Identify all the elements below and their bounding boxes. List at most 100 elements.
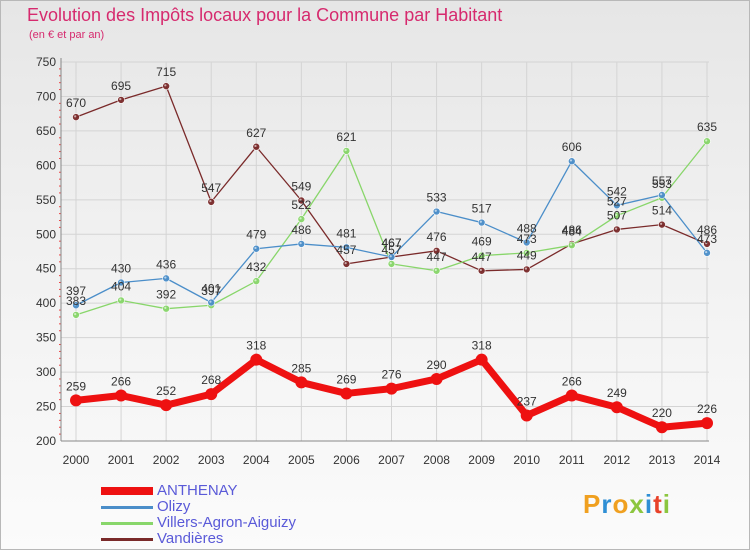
y-tick-label-600: 600 (36, 158, 56, 172)
data-point-highlight (389, 255, 392, 258)
data-point-highlight (569, 159, 573, 162)
data-label-anthenay-2009: 318 (472, 339, 492, 353)
data-point-vandi-res-2014 (703, 240, 711, 248)
data-label-vandi-res-2014: 486 (697, 223, 717, 237)
x-tick-label-2008: 2008 (423, 453, 450, 467)
legend-swatch-olizy (101, 506, 153, 509)
data-point-olizy-2005 (297, 240, 306, 248)
chart-subtitle: (en € et par an) (29, 29, 105, 41)
data-point-highlight (614, 203, 618, 206)
data-point-vandi-res-2012 (613, 225, 621, 234)
data-point-villers-agron-aiguizy-2009 (477, 251, 486, 260)
x-tick-label-2000: 2000 (63, 453, 90, 467)
data-point-highlight (299, 242, 302, 245)
data-point-highlight (660, 193, 663, 196)
data-point-anthenay-2008 (430, 372, 443, 385)
data-label-vandi-res-2007: 467 (381, 236, 401, 250)
y-tick-label-550: 550 (36, 193, 56, 207)
data-label-villers-agron-aiguizy-2003: 397 (201, 284, 221, 298)
x-tick-label-2013: 2013 (649, 453, 676, 467)
data-point-villers-agron-aiguizy-2012 (613, 211, 621, 220)
data-point-anthenay-2000 (70, 394, 82, 407)
data-point-anthenay-2013 (655, 421, 668, 434)
data-label-olizy-2000: 397 (66, 284, 86, 298)
data-label-villers-agron-aiguizy-2009: 469 (472, 235, 492, 249)
legend-swatch-anthenay (101, 487, 153, 495)
data-point-highlight (254, 279, 257, 282)
data-label-olizy-2002: 436 (156, 257, 176, 271)
data-point-highlight (344, 148, 347, 152)
data-label-olizy-2011: 606 (562, 140, 582, 154)
data-label-vandi-res-2004: 627 (246, 126, 266, 140)
data-label-vandi-res-2006: 457 (336, 243, 356, 257)
data-point-anthenay-2005 (295, 376, 308, 389)
data-point-villers-agron-aiguizy-2008 (432, 266, 441, 275)
data-label-vandi-res-2011: 486 (562, 223, 582, 237)
data-label-olizy-2007: 467 (381, 236, 401, 250)
data-point-vandi-res-2008 (432, 247, 441, 255)
data-label-vandi-res-2012: 507 (607, 208, 627, 222)
data-point-vandi-res-2013 (658, 220, 666, 229)
data-point-highlight (479, 268, 482, 272)
data-point-olizy-2012 (613, 201, 621, 210)
data-point-vandi-res-2001 (117, 96, 125, 104)
data-point-villers-agron-aiguizy-2011 (567, 241, 576, 250)
data-point-vandi-res-2005 (297, 196, 306, 205)
y-tick-label-700: 700 (36, 89, 56, 103)
logo-letter: o (612, 489, 630, 519)
data-point-villers-agron-aiguizy-2014 (703, 137, 711, 146)
legend-label-anthenay: ANTHENAY (157, 482, 238, 499)
y-tick-label-300: 300 (36, 365, 56, 379)
data-point-villers-agron-aiguizy-2007 (387, 260, 396, 268)
data-point-highlight (344, 262, 347, 265)
data-label-anthenay-2003: 268 (201, 373, 221, 387)
data-label-olizy-2012: 542 (607, 184, 627, 198)
data-point-highlight (209, 300, 212, 303)
data-point-highlight (479, 220, 482, 223)
logo-letter: x (629, 489, 645, 519)
data-point-anthenay-2011 (565, 389, 578, 402)
data-point-highlight (524, 267, 528, 270)
data-label-vandi-res-2001: 695 (111, 79, 131, 93)
data-label-anthenay-2010: 237 (517, 395, 537, 409)
data-point-olizy-2013 (658, 191, 666, 199)
data-point-villers-agron-aiguizy-2001 (117, 296, 125, 305)
data-point-highlight (254, 246, 257, 250)
data-point-villers-agron-aiguizy-2000 (72, 311, 80, 319)
data-point-highlight (705, 250, 708, 254)
data-point-highlight (569, 243, 573, 246)
data-point-villers-agron-aiguizy-2002 (162, 304, 170, 313)
data-point-anthenay-2012 (610, 401, 623, 414)
data-point-villers-agron-aiguizy-2006 (342, 147, 351, 155)
data-label-vandi-res-2005: 549 (291, 180, 311, 194)
data-point-highlight (299, 198, 302, 201)
axis-layer: 200 250 300 350 400 450 500 550 600 650 700 750 2000… (36, 55, 721, 467)
data-point-highlight (119, 280, 122, 283)
x-tick-label-2001: 2001 (108, 453, 135, 467)
data-point-highlight (344, 245, 347, 248)
data-point-vandi-res-2009 (477, 266, 486, 275)
data-label-olizy-2001: 430 (111, 262, 131, 276)
chart-title: Evolution des Impôts locaux pour la Comm… (27, 5, 503, 25)
data-point-olizy-2006 (342, 243, 351, 252)
data-label-olizy-2005: 486 (291, 223, 311, 237)
y-tick-label-250: 250 (36, 400, 56, 414)
data-point-olizy-2001 (117, 278, 125, 287)
data-point-anthenay-2009 (475, 353, 488, 366)
y-tick-label-450: 450 (36, 262, 56, 276)
data-point-highlight (479, 253, 482, 256)
data-point-villers-agron-aiguizy-2004 (252, 277, 261, 285)
data-point-vandi-res-2003 (207, 198, 216, 206)
data-label-vandi-res-2002: 715 (156, 65, 176, 79)
data-label-villers-agron-aiguizy-2006: 621 (336, 130, 356, 144)
y-tick-label-400: 400 (36, 296, 56, 310)
y-tick-label-650: 650 (36, 124, 56, 138)
data-label-anthenay-2012: 249 (607, 386, 627, 400)
data-label-villers-agron-aiguizy-2001: 404 (111, 279, 131, 293)
data-point-villers-agron-aiguizy-2010 (522, 249, 531, 257)
data-label-villers-agron-aiguizy-2000: 383 (66, 294, 86, 308)
data-label-anthenay-2004: 318 (246, 339, 266, 353)
y-tick-label-500: 500 (36, 227, 56, 241)
